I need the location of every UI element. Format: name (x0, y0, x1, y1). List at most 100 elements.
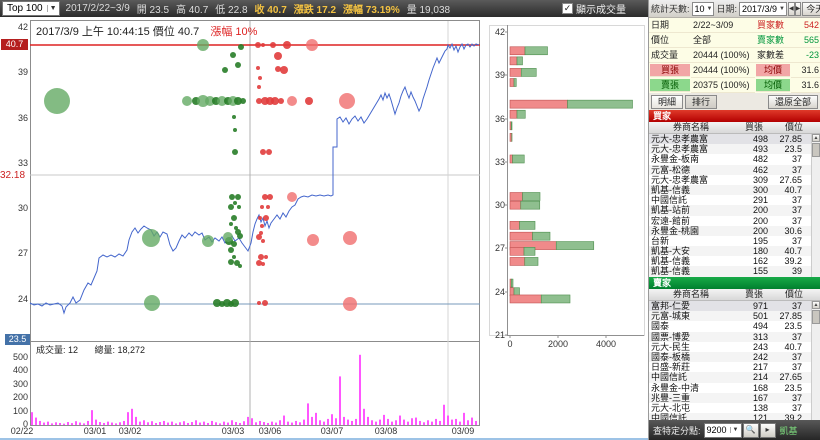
broker-row[interactable]: 元大-北屯 138 37 (649, 403, 820, 413)
broker-row[interactable]: 凱基-信義 155 39 (649, 266, 820, 277)
broker-row[interactable]: 凱基-站前 200 37 (649, 205, 820, 216)
broker-row[interactable]: 中國信託 214 27.65 (649, 372, 820, 383)
volume-count-label: 成交量: 12 (36, 345, 79, 355)
lots-cell: 195 (752, 235, 768, 246)
broker-row[interactable]: 宏遠-館前 200 37 (649, 216, 820, 226)
scroll-up-icon[interactable]: ▲ (812, 301, 820, 309)
buy-bubble (234, 260, 240, 266)
sell-bubble (278, 98, 284, 104)
volume-axis-label: 400 (13, 365, 28, 375)
sell-bubble (267, 194, 273, 200)
chevron-down-icon: ▼ (729, 427, 739, 433)
date-input[interactable]: 2017/3/9 ▼ (739, 1, 787, 16)
days-select[interactable]: 10 ▼ (691, 1, 715, 16)
y-axis-label: 24 (18, 294, 28, 304)
buy-bubble (233, 128, 237, 132)
broker-row[interactable]: 元大-民生 243 40.7 (649, 342, 820, 352)
buy-bubble (235, 194, 241, 200)
broker-name-cell: 宏遠-館前 (651, 215, 690, 226)
sell-bubble (255, 42, 261, 48)
price-cell: 37 (791, 164, 802, 175)
buy-bubble (213, 299, 221, 307)
broker-row[interactable]: 富邦-仁愛 971 37 (649, 301, 820, 312)
broker-row[interactable]: 永豐金-桃園 200 30.6 (649, 225, 820, 236)
lots-cell: 167 (752, 392, 768, 403)
lots-cell: 155 (752, 266, 768, 277)
broker-row[interactable]: 永豐金-中清 168 23.5 (649, 383, 820, 393)
broker-row[interactable]: 凱基-信義 162 39.2 (649, 256, 820, 266)
dist-bar-sell (522, 192, 541, 201)
preset-select[interactable]: Top 100 ▼ (2, 1, 60, 16)
restore-all-button[interactable]: 還原全部 (767, 94, 818, 109)
side-panel: 統計天數: 10 ▼ 日期: 2017/3/9 ▼ ◀ ▶ 今天 日期 2/22… (648, 0, 820, 440)
low-value: 低 22.8 (215, 5, 248, 16)
next-branch-button[interactable]: ▸ (759, 422, 776, 438)
low-price-badge: 23.5 (5, 334, 30, 345)
buyers-table[interactable]: 元大-忠孝農富 498 27.85 元大-忠孝農富 493 23.5 永豐金-板南 482 37… (649, 134, 820, 277)
search-icon[interactable]: 🔍 (742, 422, 759, 438)
sell-bubble (283, 41, 291, 49)
lots-cell: 493 (752, 144, 768, 155)
branch-code-select[interactable]: 9200 ▼ (703, 422, 742, 438)
price-cell: 23.5 (784, 144, 802, 155)
today-button[interactable]: 今天 (802, 1, 820, 16)
broker-row[interactable]: 中國信託 121 39.2 (649, 413, 820, 424)
date-range-text: 2017/2/22~3/9 (65, 3, 130, 14)
buy-bubble (238, 264, 242, 268)
broker-row[interactable]: 中國信託 291 37 (649, 195, 820, 205)
lots-cell: 242 (752, 351, 768, 362)
broker-row[interactable]: 兆豐-三重 167 37 (649, 392, 820, 403)
dist-bar-sell (540, 294, 571, 304)
broker-row[interactable]: 國泰-板橋 242 37 (649, 351, 820, 363)
sellers-table-header: 券商名稱 賣張 價位 (649, 289, 820, 301)
date-label: 日期: (716, 4, 737, 14)
show-volume-toggle[interactable]: ✓ 顯示成交量 (562, 1, 626, 16)
broker-row[interactable]: 台新 195 37 (649, 236, 820, 246)
scroll-up-icon[interactable]: ▲ (812, 134, 820, 142)
checkbox-checked-icon[interactable]: ✓ (562, 3, 573, 14)
dist-bar-sell (513, 287, 520, 297)
prev-day-button[interactable]: ◀ (788, 1, 795, 16)
broker-row[interactable]: 元大-忠孝農富 493 23.5 (649, 144, 820, 155)
broker-row[interactable]: 國泰 494 23.5 (649, 321, 820, 331)
tab-rank[interactable]: 排行 (685, 94, 718, 109)
buy-lots-value: 20444 (100%) (691, 63, 755, 78)
sellers-table[interactable]: 富邦-仁愛 971 37 元富-城東 501 27.85 國泰 494 23.5 國票-博愛 313… (649, 301, 820, 427)
lots-cell: 214 (752, 372, 768, 383)
y-axis-label: 42 (18, 22, 28, 32)
buy-bubble (228, 204, 234, 210)
broker-row[interactable]: 凱基-大安 180 40.7 (649, 246, 820, 257)
chevron-down-icon: ▼ (779, 5, 785, 12)
scrollbar-thumb[interactable] (812, 143, 820, 157)
days-value: 10 (694, 3, 705, 14)
date-axis-label: 03/07 (321, 426, 344, 436)
broker-row[interactable]: 元大-忠孝農富 309 27.65 (649, 175, 820, 185)
date-axis-label: 03/01 (84, 426, 107, 436)
broker-name-cell: 兆豐-三重 (651, 392, 690, 403)
buy-bubble (231, 241, 237, 247)
buy-bubble (232, 255, 236, 259)
broker-row[interactable]: 國票-博愛 313 37 (649, 331, 820, 342)
dist-y-label: 24 (495, 287, 505, 297)
top-toolbar: Top 100 ▼ 2017/2/22~3/9 開 23.5 高 40.7 低 … (0, 0, 648, 17)
high-value: 高 40.7 (176, 5, 209, 16)
table-scrollbar[interactable]: ▲ (811, 301, 820, 427)
price-cell: 37 (791, 215, 802, 226)
broker-name-cell: 元富-松德 (651, 164, 690, 175)
broker-row[interactable]: 元大-忠孝農富 498 27.85 (649, 134, 820, 145)
charts-region[interactable]: 42 39 36 33 30 27 24 500 400 300 200 100 0 02/22 03/01… (0, 17, 648, 440)
sell-bubble (305, 97, 313, 105)
branch-name-text: 凱基 (779, 425, 798, 436)
table-scrollbar[interactable]: ▲ (811, 134, 820, 277)
scrollbar-thumb[interactable] (812, 310, 820, 324)
next-day-button[interactable]: ▶ (794, 1, 802, 16)
broker-row[interactable]: 凱基-信義 300 40.7 (649, 184, 820, 196)
broker-row[interactable]: 元富-松德 462 37 (649, 164, 820, 175)
summary-grid: 日期 2/22~3/09 買家數 542 價位 全部 賣家數 565 成交量 2… (649, 18, 820, 93)
broker-row[interactable]: 日盛-新莊 217 37 (649, 362, 820, 372)
tab-detail[interactable]: 明細 (651, 94, 684, 109)
broker-row[interactable]: 元富-城東 501 27.85 (649, 311, 820, 322)
tab-bar: 明細 排行 還原全部 (649, 93, 820, 110)
broker-row[interactable]: 永豐金-板南 482 37 (649, 154, 820, 164)
